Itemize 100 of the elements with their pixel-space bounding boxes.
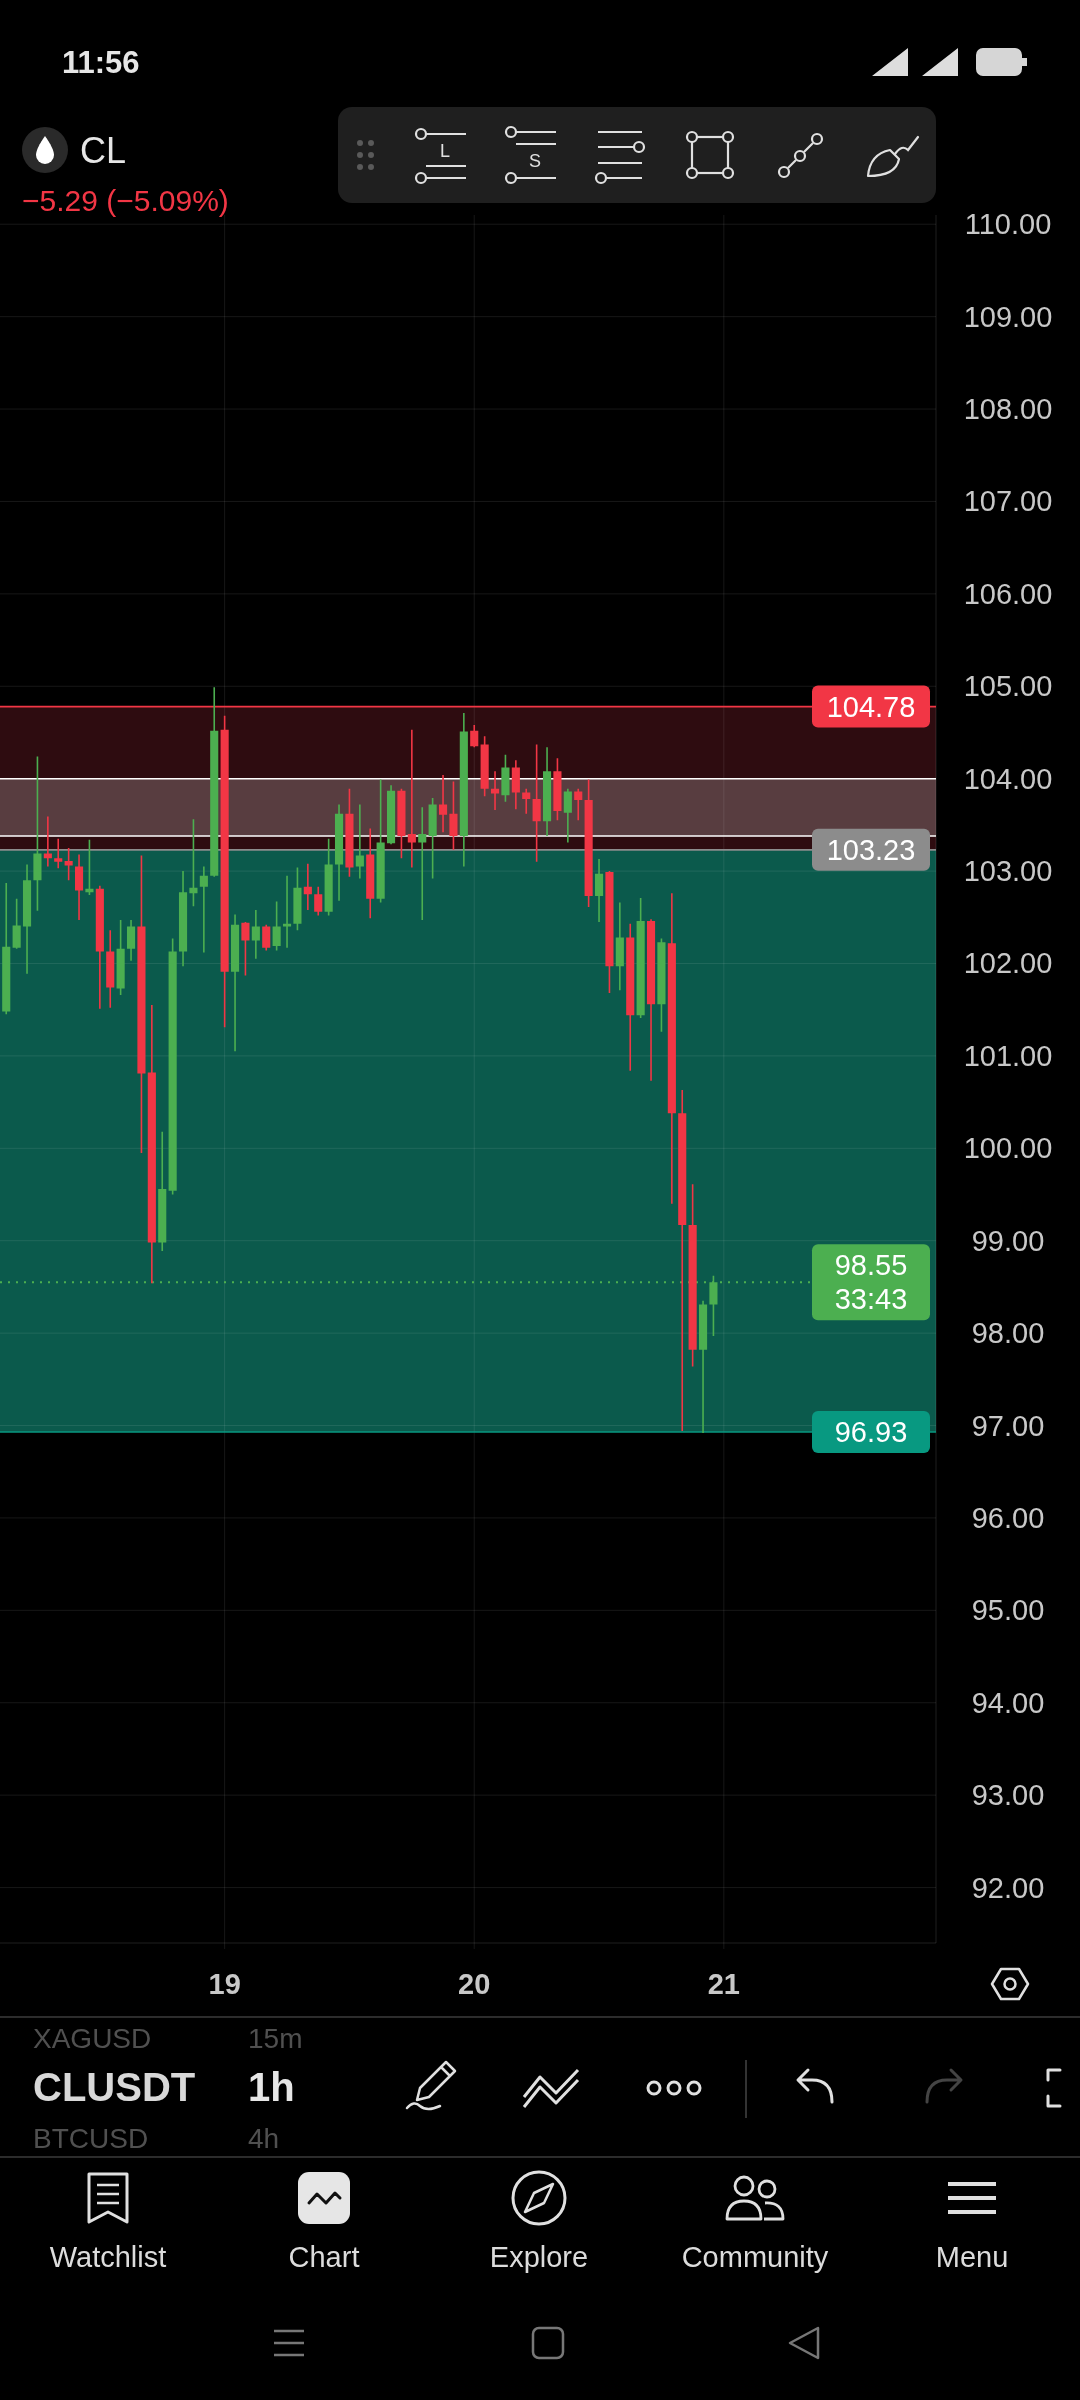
- candlestick: [418, 807, 427, 921]
- y-tick-label: 96.00: [971, 1501, 1045, 1534]
- candlestick: [459, 713, 468, 867]
- candlestick: [22, 864, 32, 974]
- candlestick: [366, 828, 375, 919]
- candlestick: [605, 871, 614, 994]
- candlestick: [657, 938, 666, 1032]
- candlestick: [490, 771, 500, 811]
- candlestick: [511, 760, 520, 810]
- candlestick: [636, 897, 645, 1019]
- text: Explore: [489, 2241, 589, 2273]
- candlestick: [2, 883, 11, 1015]
- y-tick-label: 110.00: [964, 208, 1052, 241]
- candlestick: [678, 1090, 687, 1432]
- y-tick-label: 105.00: [963, 670, 1053, 703]
- text: Community: [681, 2241, 829, 2273]
- y-tick-label: 101.00: [963, 1039, 1053, 1072]
- candlestick: [210, 687, 219, 877]
- y-tick-label: 103.00: [963, 855, 1053, 888]
- text: Chart: [288, 2241, 360, 2273]
- y-tick-label: 100.00: [963, 1132, 1053, 1165]
- candlestick: [407, 729, 416, 868]
- x-tick-label: 20: [458, 1968, 491, 2000]
- candlestick: [626, 923, 635, 1071]
- candlestick: [397, 788, 406, 859]
- price-tag: 104.78: [812, 685, 930, 728]
- candlestick: [386, 785, 396, 845]
- candlestick: [262, 924, 271, 951]
- y-tick-label: 102.00: [963, 947, 1053, 980]
- candlestick: [522, 788, 531, 814]
- chart-subtitle: −5.29 (−5.09%): [22, 183, 229, 217]
- candlestick: [438, 774, 448, 833]
- candlestick: [594, 859, 604, 922]
- candlestick: [12, 898, 21, 949]
- y-tick-label: 93.00: [971, 1779, 1045, 1812]
- y-tick-label: 98.00: [971, 1317, 1045, 1350]
- text: 11:56: [62, 44, 140, 80]
- candlestick: [501, 754, 510, 802]
- y-tick-label: 109.00: [963, 300, 1053, 333]
- ref-line-label: 103.23: [826, 833, 916, 866]
- candlestick: [314, 886, 323, 916]
- price-tag: 103.23: [812, 828, 930, 871]
- candlestick: [74, 854, 84, 921]
- candlestick: [584, 779, 593, 908]
- y-tick-label: 107.00: [963, 485, 1053, 518]
- candlestick: [355, 804, 364, 879]
- candlestick: [54, 838, 63, 869]
- candlestick: [220, 715, 229, 1028]
- candlestick: [376, 779, 385, 903]
- candlestick: [137, 855, 146, 1153]
- candlestick: [178, 871, 188, 967]
- candlestick: [199, 866, 208, 953]
- candlestick: [158, 1131, 167, 1251]
- price-tag: 96.93: [812, 1411, 930, 1453]
- candlestick: [282, 875, 292, 948]
- price-tag: 98.55 33:43: [812, 1244, 930, 1321]
- candlestick: [95, 885, 104, 1009]
- text: CLUSDT: [33, 2065, 196, 2109]
- y-tick-label: 94.00: [971, 1686, 1045, 1719]
- candlestick: [251, 909, 260, 959]
- candlestick: [470, 725, 479, 748]
- candlestick: [293, 867, 302, 931]
- ref-line-label: 98.55 33:43: [834, 1249, 908, 1316]
- candlestick: [646, 919, 656, 1081]
- candlestick: [106, 930, 115, 1008]
- candlestick: [324, 838, 333, 916]
- candlestick: [345, 788, 354, 877]
- candlestick: [698, 1300, 708, 1433]
- x-tick-label: 19: [208, 1968, 241, 2000]
- x-tick-label: 21: [707, 1968, 740, 2000]
- y-tick-label: 104.00: [963, 762, 1053, 795]
- candlestick: [168, 938, 177, 1195]
- ref-line-label: 96.93: [834, 1415, 908, 1448]
- candlestick: [615, 902, 624, 991]
- candlestick: [147, 1005, 156, 1284]
- candlestick: [116, 920, 125, 995]
- candlestick: [126, 920, 136, 961]
- text: 1h: [248, 2065, 295, 2109]
- y-tick-label: 97.00: [971, 1409, 1045, 1442]
- text: 4h: [248, 2123, 280, 2154]
- candlestick: [688, 1184, 697, 1367]
- text: Menu: [935, 2241, 1009, 2273]
- candlestick: [563, 788, 572, 843]
- text: BTCUSD: [33, 2123, 149, 2154]
- candlestick: [43, 816, 52, 867]
- candlestick: [303, 863, 312, 910]
- candlestick: [480, 736, 489, 797]
- y-tick-label: 95.00: [971, 1594, 1045, 1627]
- y-tick-label: 99.00: [971, 1224, 1045, 1257]
- y-tick-label: 106.00: [963, 577, 1053, 610]
- text: XAGUSD: [33, 2023, 152, 2054]
- chart-title: CL: [80, 129, 127, 171]
- text: 15m: [248, 2023, 303, 2054]
- y-tick-label: 92.00: [971, 1871, 1045, 1904]
- candlestick: [574, 788, 583, 821]
- candlestick: [449, 781, 458, 850]
- candlestick: [553, 758, 562, 821]
- y-tick-label: 108.00: [963, 393, 1053, 426]
- text: Watchlist: [49, 2241, 167, 2273]
- candlestick: [230, 914, 240, 1052]
